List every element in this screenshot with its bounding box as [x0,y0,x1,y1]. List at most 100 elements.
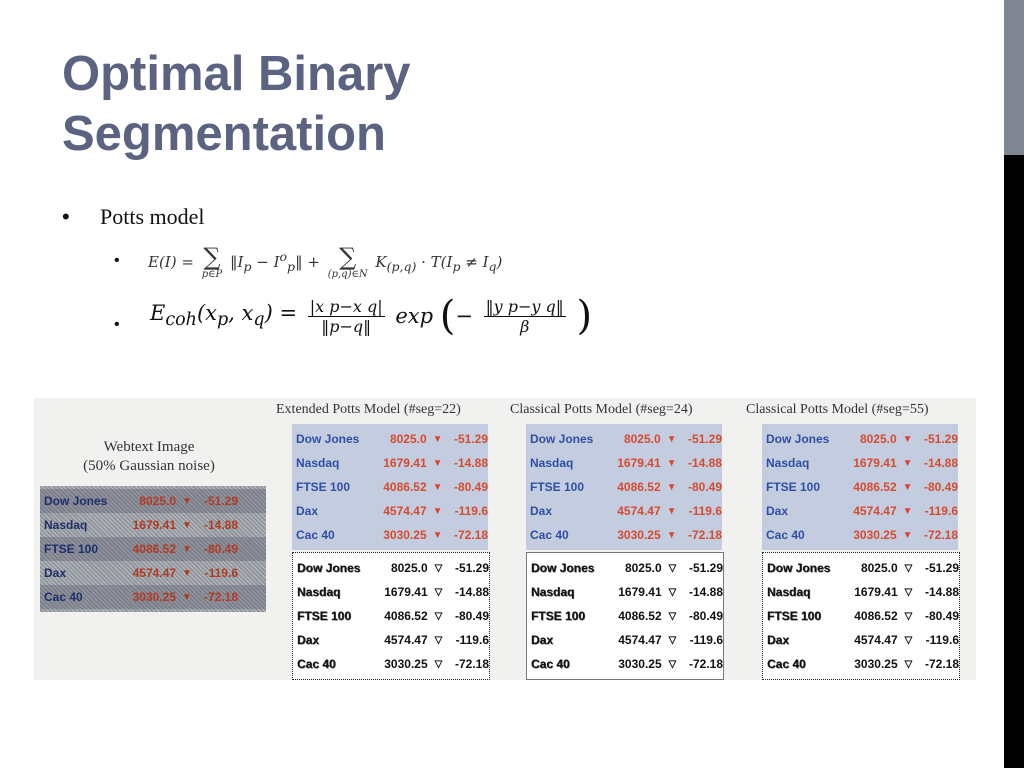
stock-name: Dax [766,504,789,518]
stock-value: 3030.25 [854,657,898,671]
stock-name: Nasdaq [296,456,340,470]
down-arrow-filled-icon: ▼ [666,457,677,469]
stock-value: 3030.25 [384,657,428,671]
stock-name: Nasdaq [530,456,574,470]
eq2-denominator: ‖p−q‖ [321,316,372,336]
stock-change: -14.88 [688,585,723,599]
stock-value: 4086.52 [383,480,427,494]
stock-name: Cac 40 [296,528,335,542]
eq2-denominator-2: β [520,316,530,336]
eq1-sum2-sub: (p,q)∈N [327,269,368,280]
eq2-close-paren: ) [576,293,593,339]
stock-change: -80.49 [203,542,238,556]
stock-change: -14.88 [687,456,722,470]
down-arrow-filled-icon: ▼ [182,567,192,579]
table-row: Dow Jones 8025.0 ▼ -51.29 [526,427,722,451]
eq1-lhs: E(I) = [148,253,194,271]
stock-change: -14.88 [923,456,958,470]
stock-name: FTSE 100 [767,609,822,623]
stock-change: -72.18 [923,528,958,542]
down-arrow-outline-icon: ▽ [668,562,677,574]
stock-change: -119.6 [689,633,723,647]
down-arrow-filled-icon: ▼ [666,433,677,445]
stock-name: Dow Jones [766,432,830,446]
stock-name: Dow Jones [296,432,360,446]
table-row: Nasdaq 1679.41 ▼ -14.88 [526,451,722,475]
segmentation-figure: Webtext Image (50% Gaussian noise) Exten… [34,398,976,680]
down-arrow-filled-icon: ▼ [432,505,443,517]
stock-name: Nasdaq [297,585,341,599]
stock-value: 3030.25 [617,528,661,542]
stock-change: -119.6 [455,633,489,647]
table-row: Nasdaq 1679.41 ▽ -14.88 [293,580,489,604]
stock-change: -80.49 [924,609,959,623]
table-row: FTSE 100 4086.52 ▽ -80.49 [527,604,723,628]
stock-value: 1679.41 [132,518,176,532]
stock-value: 8025.0 [390,561,428,575]
table-row: FTSE 100 4086.52 ▽ -80.49 [763,604,959,628]
classical24-color-panel: Dow Jones 8025.0 ▼ -51.29 Nasdaq 1679.41 ▼ -14.… [526,424,722,550]
down-arrow-filled-icon: ▼ [182,591,192,603]
noisy-input-panel: Dow Jones 8025.0 ▼ -51.29 Nasdaq 1679.41 ▼ -14.… [40,486,266,612]
slide-title: Optimal Binary Segmentation [62,44,662,164]
bullet-dot: • [62,204,70,229]
down-arrow-filled-icon: ▼ [182,519,192,531]
stock-value: 8025.0 [624,561,662,575]
stock-name: Cac 40 [44,590,83,604]
stock-change: -14.88 [924,585,959,599]
stock-value: 4086.52 [854,609,898,623]
eq1-term2: K(p,q) · T(Ip ≠ Iq) [375,253,503,274]
stock-value: 4574.47 [617,504,661,518]
stock-name: FTSE 100 [44,542,99,556]
classical24-binary-panel: Dow Jones 8025.0 ▽ -51.29 Nasdaq 1679.41 ▽ -14.… [526,552,724,680]
stock-name: Nasdaq [44,518,88,532]
table-row: Dow Jones 8025.0 ▼ -51.29 [292,427,488,451]
webtext-caption-line1: Webtext Image [103,439,195,455]
table-row: Nasdaq 1679.41 ▼ -14.88 [292,451,488,475]
stock-value: 4574.47 [618,633,662,647]
stock-value: 1679.41 [854,585,898,599]
stock-name: Dow Jones [530,432,594,446]
stock-value: 8025.0 [139,494,176,508]
table-row: Nasdaq 1679.41 ▼ -14.88 [40,513,266,537]
down-arrow-outline-icon: ▽ [434,658,443,670]
classical55-color-panel: Dow Jones 8025.0 ▼ -51.29 Nasdaq 1679.41 ▼ -14.… [762,424,958,550]
caption-extended-potts: Extended Potts Model (#seg=22) [276,402,461,417]
stock-name: Nasdaq [531,585,575,599]
eq1-sum1-sub: p∈P [201,269,223,280]
table-row: Cac 40 3030.25 ▼ -72.18 [40,585,266,609]
stock-change: -72.18 [924,657,959,671]
bullet-dot: • [114,316,120,333]
table-row: Dow Jones 8025.0 ▽ -51.29 [763,556,959,580]
stock-value: 4086.52 [384,609,428,623]
stock-change: -51.29 [454,561,489,575]
stock-change: -14.88 [453,456,488,470]
energy-equation: E(I) = ∑ p∈P ‖Ip − Iop‖ + ∑ (p,q)∈N K(p,… [148,245,503,281]
table-row: Cac 40 3030.25 ▽ -72.18 [293,652,489,676]
down-arrow-filled-icon: ▼ [432,481,443,493]
stock-change: -14.88 [203,518,238,532]
table-row: Dax 4574.47 ▼ -119.6 [40,561,266,585]
stock-change: -119.6 [925,633,959,647]
caption-classical-potts-55: Classical Potts Model (#seg=55) [746,402,929,417]
down-arrow-outline-icon: ▽ [668,586,677,598]
stock-change: -51.29 [453,432,488,446]
stock-value: 8025.0 [389,432,427,446]
down-arrow-filled-icon: ▼ [666,529,677,541]
down-arrow-outline-icon: ▽ [904,586,913,598]
table-row: Dax 4574.47 ▼ -119.6 [762,499,958,523]
table-row: Dow Jones 8025.0 ▼ -51.29 [762,427,958,451]
stock-name: FTSE 100 [296,480,351,494]
stock-name: Dow Jones [297,561,361,575]
stock-name: Cac 40 [766,528,805,542]
stock-value: 4086.52 [132,542,176,556]
down-arrow-outline-icon: ▽ [434,610,443,622]
stock-value: 4086.52 [618,609,662,623]
stock-value: 3030.25 [618,657,662,671]
bullet-potts-text: Potts model [100,204,205,229]
stock-value: 8025.0 [859,432,897,446]
table-row: Cac 40 3030.25 ▼ -72.18 [292,523,488,547]
stock-change: -119.6 [454,504,488,518]
stock-change: -80.49 [453,480,488,494]
stock-value: 3030.25 [853,528,897,542]
